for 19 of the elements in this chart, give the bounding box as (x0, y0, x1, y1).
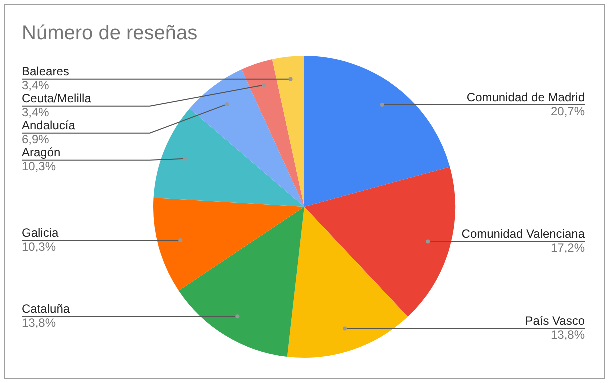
slice-label: Comunidad de Madrid (466, 90, 585, 104)
slice-label: Ceuta/Melilla (22, 92, 92, 106)
slice-label: Andalucía (22, 118, 76, 133)
data-label: 13,8% (22, 316, 56, 330)
data-label: 6,9% (22, 132, 50, 147)
slice-label: Galicia (22, 226, 60, 240)
slice-label: Baleares (22, 64, 70, 79)
slice-label: País Vasco (525, 314, 586, 328)
data-label: 13,8% (550, 328, 586, 342)
data-label: 10,3% (22, 240, 56, 254)
data-label: 17,2% (550, 241, 586, 256)
slice-label: Cataluña (22, 302, 70, 316)
data-label: 20,7% (550, 104, 586, 118)
slice-label: Aragón (22, 146, 61, 160)
data-label: 3,4% (22, 78, 50, 93)
data-label: 10,3% (22, 160, 56, 174)
data-label: 3,4% (22, 106, 50, 120)
chart-title: Número de reseñas (22, 22, 198, 45)
slice-label: Comunidad Valenciana (462, 227, 586, 242)
